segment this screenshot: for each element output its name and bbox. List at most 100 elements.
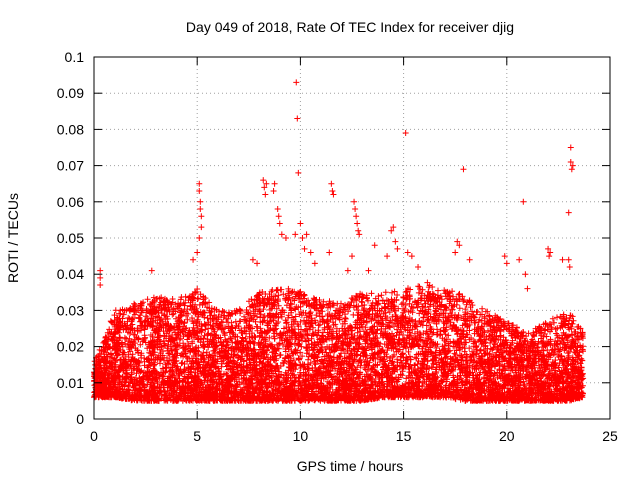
data-point: [294, 115, 301, 122]
background-point-cloud: [91, 279, 587, 404]
data-point: [565, 256, 572, 263]
y-tick-label: 0.02: [57, 339, 84, 355]
data-point: [197, 198, 204, 205]
data-point: [262, 191, 269, 198]
data-point: [546, 253, 553, 260]
data-point: [567, 158, 574, 165]
axis-ticks: [93, 56, 611, 420]
data-point: [390, 224, 397, 231]
data-point: [97, 267, 104, 274]
data-point: [261, 184, 268, 191]
data-point: [456, 242, 463, 249]
y-tick-label: 0.07: [57, 158, 84, 174]
data-point: [275, 213, 282, 220]
data-point: [263, 180, 270, 187]
data-point: [354, 220, 361, 227]
data-point: [282, 235, 289, 241]
data-point: [522, 271, 529, 278]
x-tick-label: 25: [602, 428, 618, 444]
data-point: [299, 235, 306, 241]
data-point: [198, 213, 205, 220]
data-point: [271, 180, 278, 187]
data-point: [97, 274, 104, 281]
data-point: [260, 177, 267, 184]
data-point: [503, 260, 510, 267]
data-point: [466, 256, 473, 263]
data-point: [326, 249, 333, 256]
data-point: [196, 235, 203, 241]
data-point: [394, 245, 401, 252]
data-point: [501, 253, 508, 260]
x-axis-tick-labels: 0 5 10 15 20 25: [90, 428, 618, 444]
data-point: [190, 256, 197, 263]
data-point: [408, 253, 415, 260]
data-point: [196, 180, 203, 187]
data-point: [565, 209, 572, 216]
data-points: [91, 79, 587, 404]
data-point: [254, 260, 261, 267]
data-point: [384, 253, 391, 260]
data-point: [454, 238, 461, 245]
y-tick-label: 0: [76, 411, 84, 427]
data-point: [276, 220, 283, 227]
data-point: [197, 206, 204, 213]
y-tick-label: 0.03: [57, 302, 84, 318]
data-point: [355, 227, 362, 234]
data-point: [402, 130, 409, 137]
data-point: [249, 256, 256, 263]
data-point: [292, 231, 299, 238]
data-point: [278, 231, 285, 238]
y-tick-label: 0.08: [57, 121, 84, 137]
x-tick-label: 20: [499, 428, 515, 444]
data-point: [328, 180, 335, 187]
data-point: [194, 249, 201, 256]
data-point: [311, 260, 318, 267]
data-point: [295, 169, 302, 176]
data-point: [404, 249, 411, 256]
y-tick-label: 0.04: [57, 266, 84, 282]
x-tick-label: 15: [396, 428, 412, 444]
x-tick-label: 5: [193, 428, 201, 444]
data-point: [516, 256, 523, 263]
data-point: [371, 242, 378, 249]
data-point: [344, 267, 351, 274]
data-point: [352, 206, 359, 213]
data-point: [566, 263, 573, 270]
data-point: [307, 249, 314, 256]
y-axis-tick-labels: 0 0.01 0.02 0.03 0.04 0.05 0.06 0.07 0.08 0.09 0.1: [57, 49, 84, 427]
data-point: [524, 285, 531, 292]
data-point: [547, 249, 554, 256]
data-point: [353, 213, 360, 220]
data-point: [569, 162, 576, 169]
data-point: [415, 263, 422, 270]
data-point: [97, 282, 104, 289]
data-point: [567, 144, 574, 151]
data-point: [351, 198, 358, 205]
y-tick-label: 0.09: [57, 85, 84, 101]
y-tick-label: 0.1: [65, 49, 85, 65]
data-point: [545, 245, 552, 252]
data-point: [365, 267, 372, 274]
x-tick-label: 10: [293, 428, 309, 444]
chart-title: Day 049 of 2018, Rate Of TEC Index for r…: [186, 19, 514, 35]
data-point: [388, 227, 395, 234]
data-point: [198, 224, 205, 231]
data-point: [520, 198, 527, 205]
data-point: [392, 238, 399, 245]
data-point: [196, 187, 203, 194]
data-point: [452, 249, 459, 256]
y-axis-label: ROTI / TECUs: [5, 193, 21, 283]
y-tick-label: 0.01: [57, 375, 84, 391]
data-point: [297, 220, 304, 227]
data-point: [274, 206, 281, 213]
data-point: [356, 231, 363, 238]
data-point: [293, 79, 300, 86]
data-point: [559, 256, 566, 263]
data-point: [303, 231, 310, 238]
x-tick-label: 0: [90, 428, 98, 444]
y-tick-label: 0.05: [57, 230, 84, 246]
y-tick-label: 0.06: [57, 194, 84, 210]
data-point: [148, 267, 155, 274]
data-point: [329, 187, 336, 194]
